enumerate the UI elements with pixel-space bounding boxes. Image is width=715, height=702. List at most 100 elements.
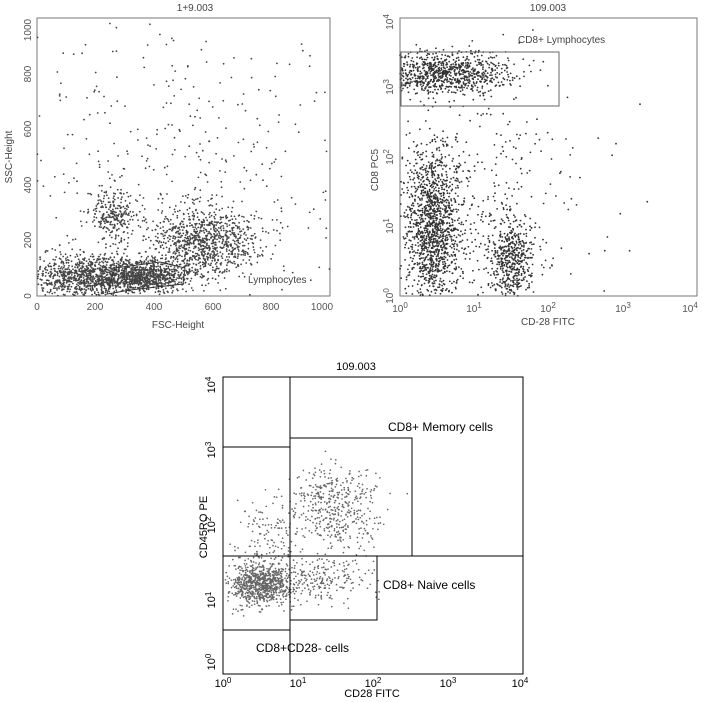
data-point [309,279,312,282]
data-point [115,207,117,210]
data-point [433,76,436,78]
data-point [91,284,94,287]
data-point [166,193,168,195]
data-point [188,283,191,285]
data-point [211,269,214,271]
data-point [257,216,260,219]
data-point [185,231,188,234]
y-tick-label: 600 [23,120,34,137]
data-point [241,200,243,203]
data-point [447,254,449,256]
data-point [440,139,442,142]
data-point [186,244,188,246]
data-point [426,249,429,251]
data-point [74,274,76,277]
data-point [160,212,163,214]
data-point [451,54,454,57]
data-point [56,294,59,297]
data-point [93,292,96,295]
data-point [125,276,128,279]
data-point [95,261,98,263]
data-point [81,270,84,272]
data-point [420,56,423,59]
data-point [454,138,457,141]
data-point [214,278,217,281]
data-point [435,69,438,72]
data-point [93,282,96,284]
data-point [261,250,264,252]
data-point [136,271,138,274]
data-point [112,216,115,219]
data-point [72,53,75,56]
data-point [460,180,463,183]
data-point [105,266,108,269]
data-point [423,89,425,92]
data-point [144,276,147,279]
data-point [118,227,120,230]
data-point [105,243,107,246]
data-point [424,245,427,248]
data-point [237,214,240,217]
data-point [67,288,69,290]
data-point [147,144,149,147]
data-point [497,64,500,67]
data-point [451,68,454,70]
data-point [61,289,63,292]
data-point [98,280,101,282]
data-point [180,201,182,203]
data-point [42,270,44,273]
data-point [500,67,503,70]
data-point [174,211,177,213]
data-point [178,251,181,254]
data-point [167,218,169,221]
data-point [434,268,437,271]
data-point [219,82,222,84]
data-point [422,252,425,255]
data-point [462,56,465,59]
data-point [245,239,248,242]
data-point [185,237,188,240]
data-point [446,251,449,254]
data-point [100,281,103,283]
data-point [445,85,448,88]
data-point [83,279,86,281]
data-point [424,80,427,82]
data-point [140,279,143,282]
data-point [409,162,411,165]
data-point [260,217,263,220]
data-point [418,172,421,175]
data-point [171,291,174,294]
data-point [221,272,224,274]
data-point [400,277,403,279]
data-point [66,290,69,293]
data-point [446,77,449,79]
data-point [532,59,535,62]
data-point [414,251,417,254]
data-point [102,237,105,240]
data-point [60,253,62,256]
data-point [68,242,70,244]
data-point [54,270,56,272]
data-point [112,197,115,200]
data-point [197,259,200,261]
data-point [222,227,225,230]
data-point [220,236,223,239]
data-point [511,79,514,81]
data-point [243,231,246,234]
data-point [470,85,473,87]
data-point [124,207,126,210]
data-point [117,204,120,207]
data-point [106,194,108,197]
data-point [217,274,220,277]
x-tick-label: 600 [205,302,222,313]
data-point [413,236,416,239]
data-point [159,227,162,230]
data-point [457,180,459,182]
data-point [496,67,499,69]
data-point [446,242,449,245]
data-point [159,276,162,279]
data-point [134,199,137,201]
data-point [69,280,72,283]
data-point [168,268,171,271]
data-point [199,171,202,174]
